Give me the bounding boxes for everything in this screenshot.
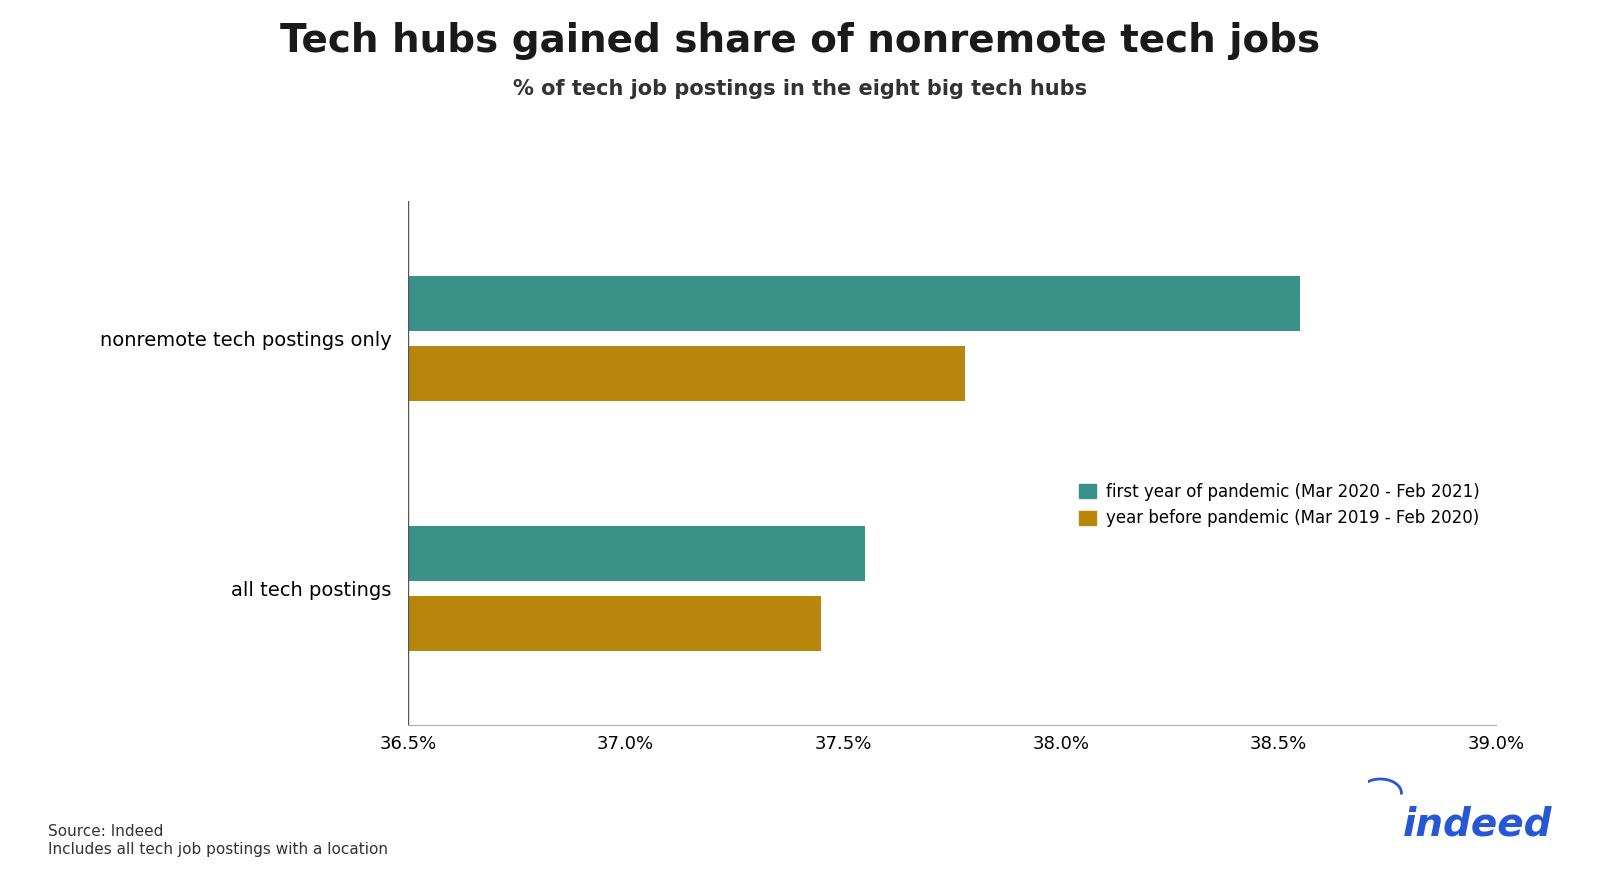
Text: indeed: indeed <box>1403 806 1552 843</box>
Legend: first year of pandemic (Mar 2020 - Feb 2021), year before pandemic (Mar 2019 - F: first year of pandemic (Mar 2020 - Feb 2… <box>1070 475 1488 536</box>
Bar <box>408 276 1301 331</box>
Bar <box>408 346 965 401</box>
Text: Tech hubs gained share of nonremote tech jobs: Tech hubs gained share of nonremote tech… <box>280 22 1320 59</box>
Bar <box>408 595 821 650</box>
Text: % of tech job postings in the eight big tech hubs: % of tech job postings in the eight big … <box>514 79 1086 99</box>
Bar <box>408 525 866 580</box>
Text: Source: Indeed
Includes all tech job postings with a location: Source: Indeed Includes all tech job pos… <box>48 824 387 857</box>
